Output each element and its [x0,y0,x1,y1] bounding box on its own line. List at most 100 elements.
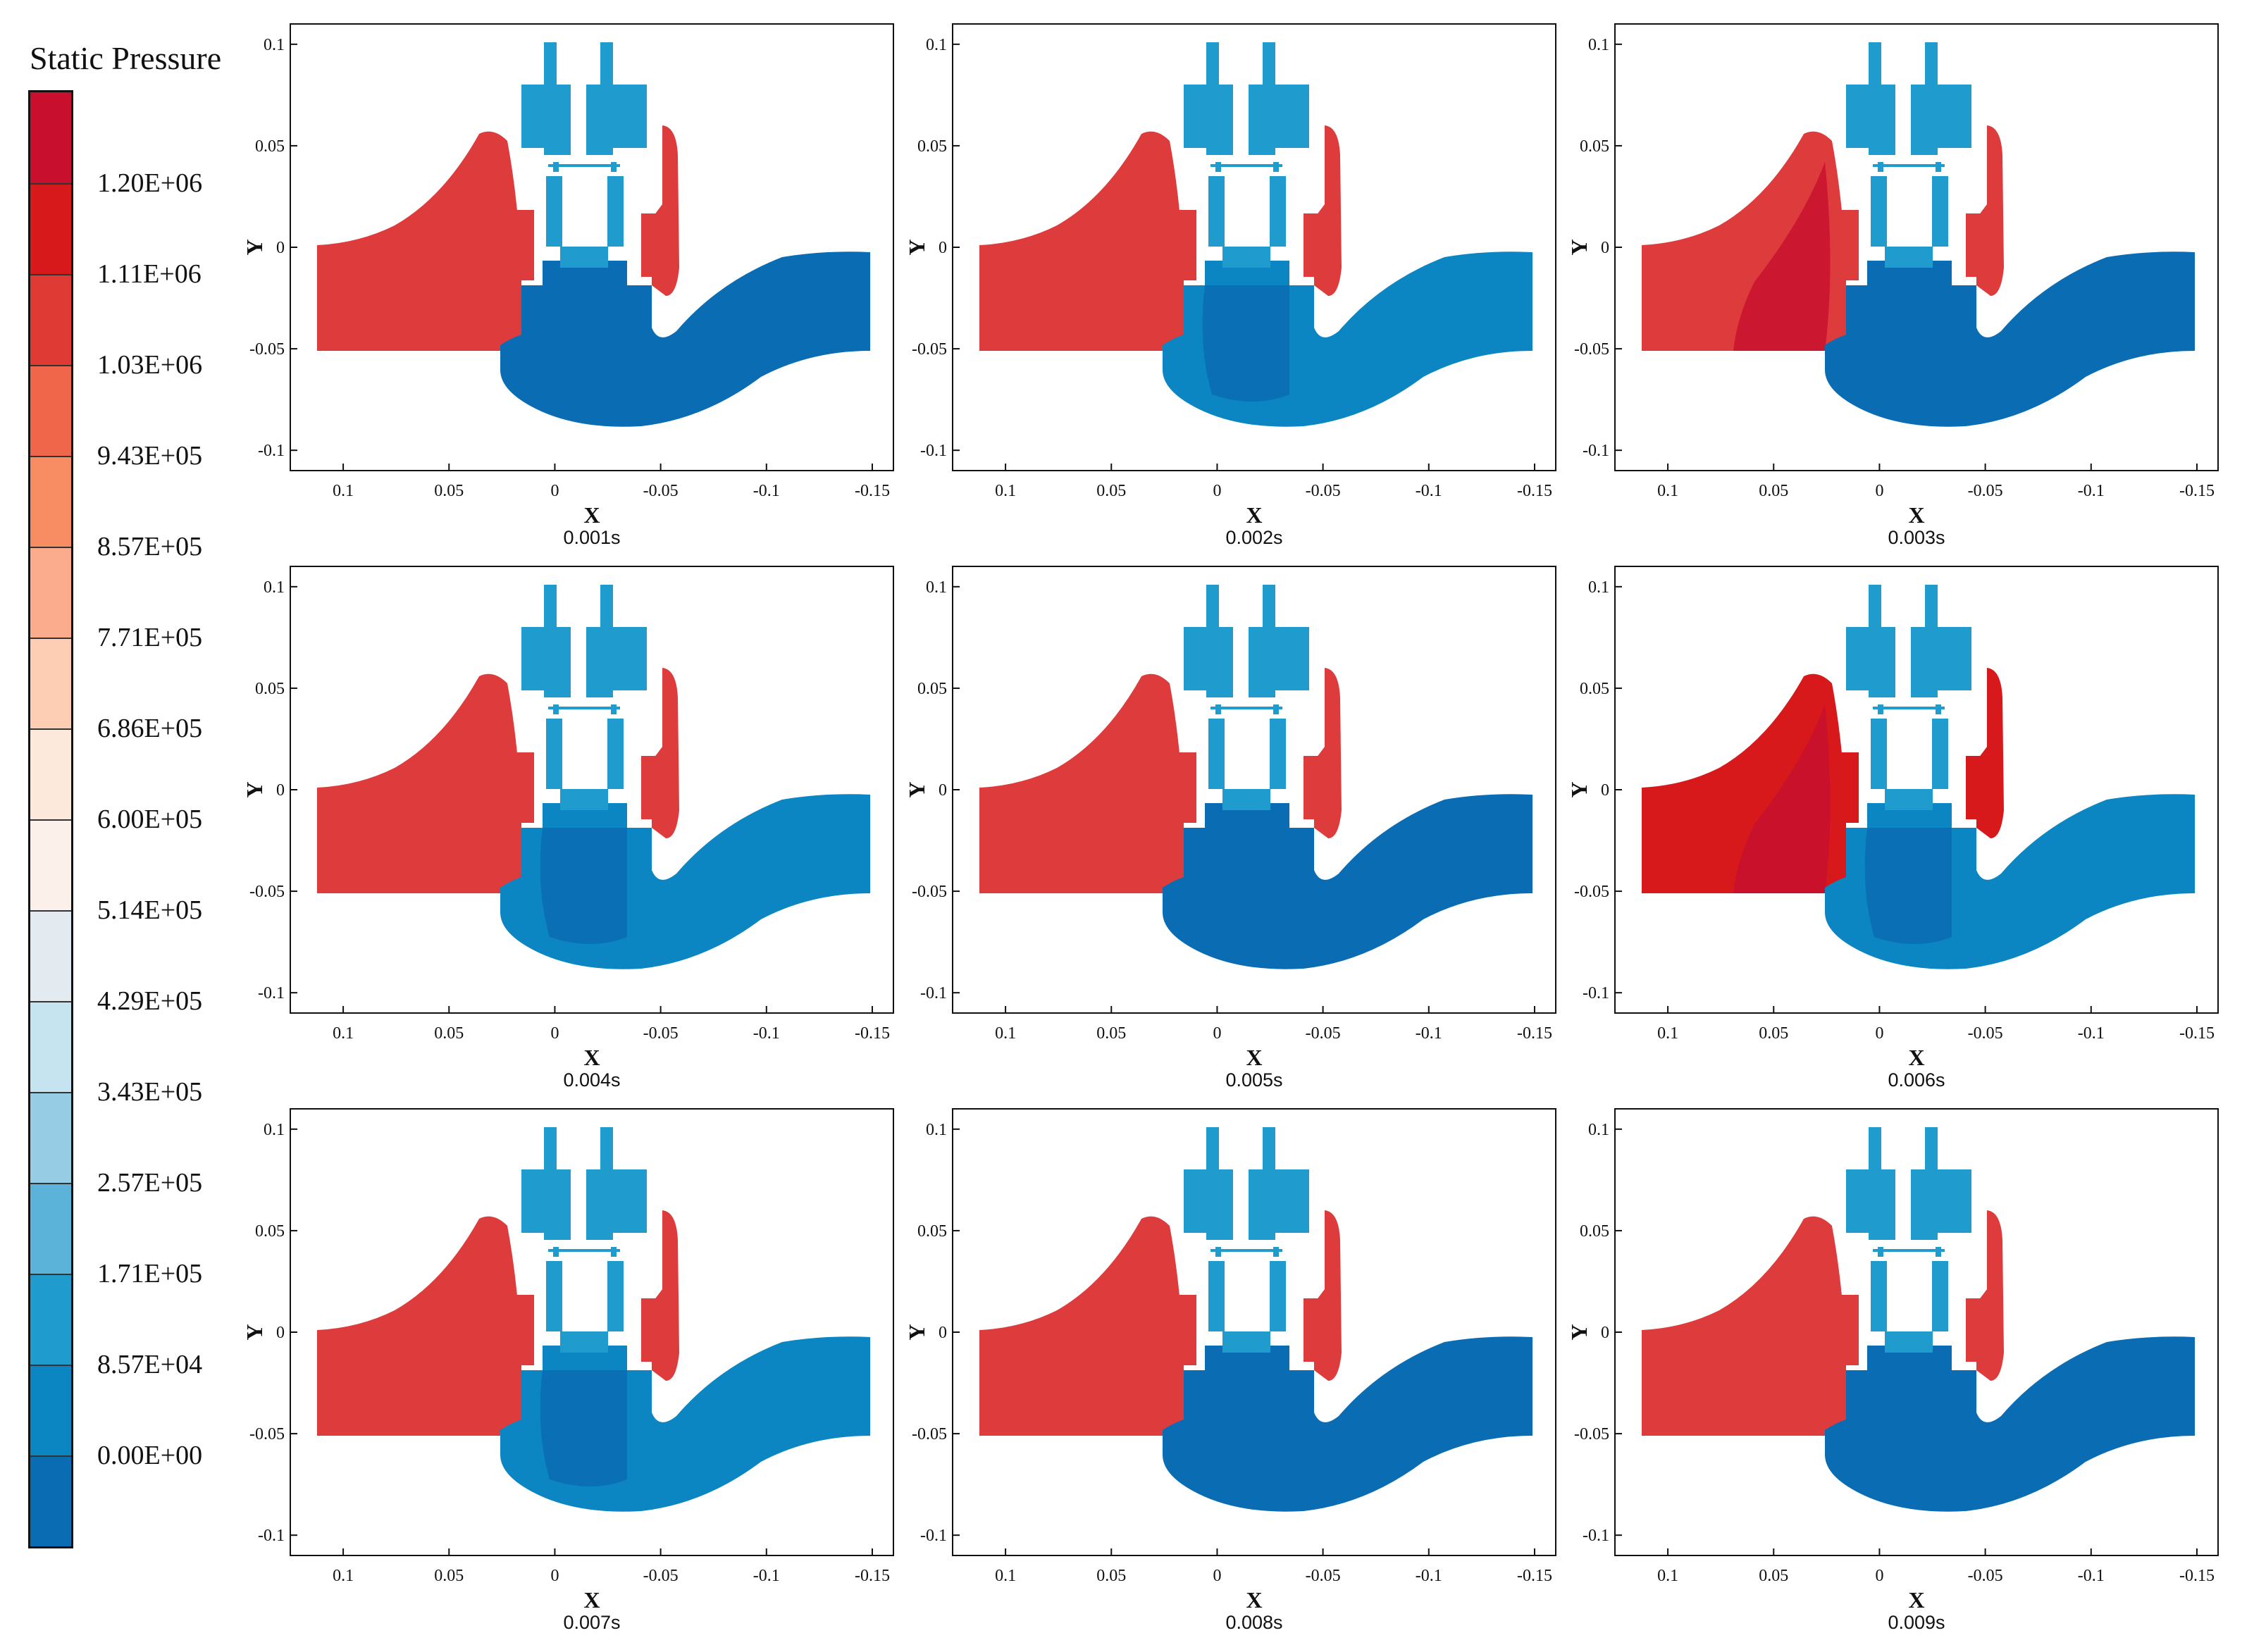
upper-right-throat [1304,1298,1326,1362]
guide-pin-right [1273,1247,1279,1257]
x-tick-label: 0.1 [333,482,354,500]
contour-plot: 0.1 0.05 0 -0.05 -0.1 -0.15 0.1 0.05 0 -0.05 -0.1 X… [904,566,1556,1091]
legend-label: 0.00E+00 [97,1441,203,1470]
upper-right-throat [1966,756,1988,819]
y-tick-label: -0.1 [258,442,285,460]
y-tick-label: 0 [1601,781,1609,800]
x-axis-label: X [1246,502,1262,528]
upper-right-throat [1966,1298,1988,1362]
plug-cavity [1887,176,1932,254]
x-axis-label: X [583,502,600,528]
legend-band [30,92,71,183]
inlet-throat [1168,752,1196,823]
inlet-region [979,131,1184,351]
legend-band [30,547,71,638]
panel-2: 0.1 0.05 0 -0.05 -0.1 -0.15 0.1 0.05 0 -0.05 -0.1 X… [904,14,1592,557]
x-tick-label: 0.05 [1759,482,1788,500]
x-tick-label: -0.15 [1517,1024,1552,1043]
valve-body-core [1864,285,1952,402]
legend-label: 1.11E+06 [97,259,202,289]
plug-cavity [562,176,607,254]
plug-tip [1885,1331,1933,1353]
y-tick-label: 0.1 [264,578,285,597]
plug-cavity [562,1261,607,1339]
y-tick-label: 0 [1601,1324,1609,1342]
legend-band [30,1001,71,1092]
guide-pin-left [1878,1247,1883,1257]
legend-band [30,456,71,547]
upper-right-throat [1966,213,1988,277]
x-tick-label: -0.15 [2179,1567,2215,1585]
legend-label: 1.20E+06 [97,168,203,198]
x-tick-label: 0.1 [995,1567,1016,1585]
y-tick-label: 0.1 [926,36,947,54]
x-tick-label: -0.05 [643,1567,679,1585]
x-tick-label: 0.05 [1759,1567,1788,1585]
x-tick-label: -0.1 [1416,1567,1442,1585]
guide-pin-left [1215,162,1221,172]
inlet-region [979,1216,1184,1436]
panel-caption: 0.006s [1888,1069,1945,1091]
panel-9: 0.1 0.05 0 -0.05 -0.1 -0.15 0.1 0.05 0 -0.05 -0.1 X… [1566,1099,2254,1641]
guide-pin-right [1273,704,1279,714]
x-tick-label: -0.1 [2078,1567,2105,1585]
plug-cavity [1225,176,1270,254]
valve-body-core [1864,1370,1952,1486]
x-tick-label: 0.05 [1096,482,1126,500]
legend-band [30,910,71,1001]
plug-tip [560,1331,608,1353]
x-axis-label: X [583,1587,600,1613]
y-tick-label: 0.1 [1588,36,1609,54]
legend-label: 1.71E+05 [97,1259,203,1288]
legend-band [30,638,71,728]
valve-geometry [1642,42,2195,427]
guide-pin-left [553,162,559,172]
legend-colorbar [28,90,73,1548]
y-tick-label: -0.1 [920,1527,947,1545]
y-tick-label: -0.1 [920,442,947,460]
contour-plot: 0.1 0.05 0 -0.05 -0.1 -0.15 0.1 0.05 0 -0.05 -0.1 X… [242,566,894,1091]
x-tick-label: -0.1 [2078,482,2105,500]
legend-label: 5.14E+05 [97,895,203,925]
contour-plot: 0.1 0.05 0 -0.05 -0.1 -0.15 0.1 0.05 0 -0.05 -0.1 X… [904,23,1556,548]
panel-caption: 0.004s [563,1069,620,1091]
x-tick-label: 0.05 [1096,1024,1126,1043]
y-tick-label: -0.1 [258,984,285,1002]
y-tick-label: 0.05 [1580,1222,1609,1241]
y-tick-label: 0.1 [264,36,285,54]
legend-band [30,1455,71,1546]
y-tick-label: -0.1 [1583,1527,1609,1545]
y-axis-label: Y [904,1324,929,1340]
plug-tip [1885,247,1933,268]
x-axis-label: X [1908,1587,1924,1613]
panel-caption: 0.005s [1225,1069,1282,1091]
legend-label: 8.57E+04 [97,1350,203,1379]
plug-cavity [1887,1261,1932,1339]
y-axis-label: Y [242,1324,267,1340]
valve-geometry [979,1127,1532,1512]
x-tick-label: 0.05 [1096,1567,1126,1585]
legend-label: 9.43E+05 [97,441,203,471]
x-tick-label: -0.05 [643,1024,679,1043]
plug-tip [560,247,608,268]
valve-body-core [1864,828,1952,944]
plug-tip [1222,789,1270,810]
inlet-throat [1168,1295,1196,1365]
plug-cavity [1225,1261,1270,1339]
x-tick-label: -0.15 [2179,482,2215,500]
valve-geometry [979,42,1532,427]
x-tick-label: -0.05 [643,482,679,500]
y-tick-label: -0.1 [258,1527,285,1545]
x-tick-label: -0.05 [1306,1024,1341,1043]
y-axis-label: Y [242,239,267,255]
x-tick-label: -0.1 [1416,1024,1442,1043]
legend-title: Static Pressure [30,40,222,76]
legend-band [30,183,71,274]
y-tick-label: 0 [276,1324,285,1342]
panel-7: 0.1 0.05 0 -0.05 -0.1 -0.15 0.1 0.05 0 -0.05 -0.1 X… [242,1099,930,1641]
guide-pin-left [553,704,559,714]
x-tick-label: 0.05 [434,1567,464,1585]
y-axis-label: Y [904,239,929,255]
x-tick-label: -0.05 [1968,482,2003,500]
inlet-region [1642,1216,1846,1436]
